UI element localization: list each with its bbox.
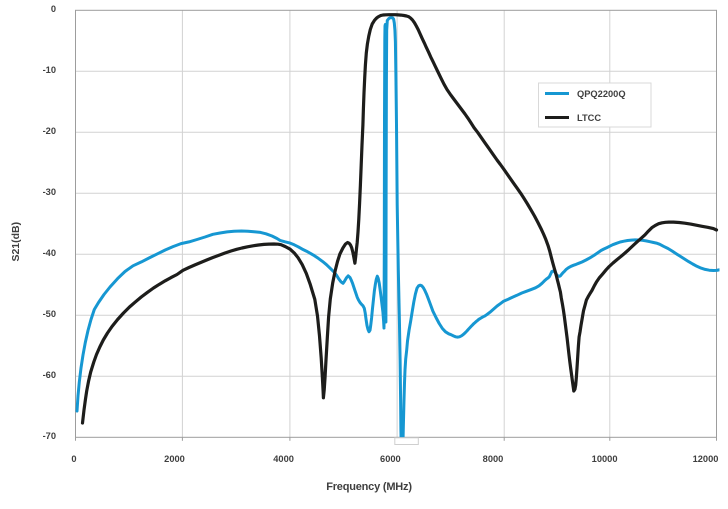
svg-text:S21(dB): S21(dB) [10, 222, 22, 262]
svg-text:Frequency (MHz): Frequency (MHz) [326, 481, 412, 493]
svg-text:4000: 4000 [273, 454, 294, 464]
svg-text:0: 0 [71, 454, 76, 464]
svg-text:-20: -20 [43, 126, 56, 136]
svg-text:-30: -30 [43, 187, 56, 197]
svg-text:12000: 12000 [693, 454, 719, 464]
svg-text:-40: -40 [43, 248, 56, 258]
svg-text:-60: -60 [43, 370, 56, 380]
svg-text:10000: 10000 [592, 454, 618, 464]
svg-text:-70: -70 [43, 431, 56, 441]
svg-text:QPQ2200Q: QPQ2200Q [577, 89, 626, 99]
svg-text:-10: -10 [43, 65, 56, 75]
svg-text:8000: 8000 [483, 454, 504, 464]
svg-text:2000: 2000 [164, 454, 185, 464]
svg-text:LTCC: LTCC [577, 113, 601, 123]
svg-text:-50: -50 [43, 309, 56, 319]
svg-text:6000: 6000 [380, 454, 401, 464]
svg-text:0: 0 [51, 4, 56, 14]
